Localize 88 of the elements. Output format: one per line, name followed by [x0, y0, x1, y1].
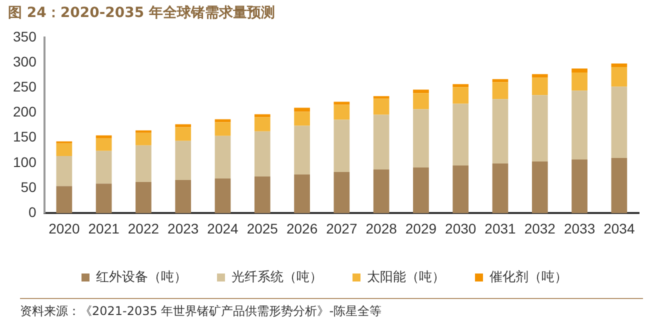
x-tick-label: 2024 — [207, 220, 239, 236]
bar — [136, 130, 152, 133]
bar — [611, 64, 628, 68]
bar — [532, 95, 548, 162]
bar — [96, 135, 112, 138]
bar — [254, 117, 270, 132]
y-tick-label: 50 — [20, 178, 37, 195]
y-tick-label: 300 — [13, 53, 37, 70]
bar — [96, 138, 112, 151]
bar — [334, 102, 350, 105]
y-tick-label: 150 — [13, 128, 37, 145]
bar — [492, 82, 508, 100]
y-tick-label: 100 — [13, 154, 37, 170]
bar — [334, 172, 350, 214]
bar — [96, 150, 112, 184]
bar — [136, 145, 152, 182]
bar — [96, 184, 112, 214]
bar — [373, 114, 390, 170]
bar — [136, 182, 152, 214]
bar — [175, 127, 192, 141]
text: 资料来源：《2021-2035 年世界锗矿产品供需形势分析》-陈星全等 — [20, 303, 382, 320]
x-tick-label: 2029 — [405, 220, 437, 236]
bar — [254, 131, 270, 177]
bar — [611, 67, 628, 87]
bar — [572, 72, 588, 91]
bar — [452, 84, 469, 88]
bar — [294, 112, 310, 126]
bar — [214, 178, 231, 214]
x-tick-label: 2026 — [286, 220, 318, 236]
bar — [532, 78, 548, 96]
bar — [56, 156, 72, 186]
x-tick-label: 2031 — [484, 220, 516, 236]
x-tick-label: 2023 — [168, 220, 199, 236]
bar — [611, 86, 628, 158]
bar — [294, 108, 310, 112]
bar — [452, 87, 469, 104]
bar — [532, 74, 548, 78]
bar — [294, 126, 310, 175]
y-tick-label: 0 — [28, 204, 37, 220]
y-tick-label: 350 — [13, 28, 37, 44]
x-tick-label: 2020 — [48, 220, 80, 236]
bar — [532, 161, 548, 214]
bar — [572, 159, 588, 214]
x-tick-label: 2022 — [128, 220, 160, 236]
bar — [611, 158, 628, 214]
bar — [56, 143, 72, 156]
bar — [373, 170, 390, 214]
bar — [413, 167, 429, 214]
legend-label: 太阳能（吨） — [367, 270, 445, 285]
bar — [214, 136, 231, 179]
bar — [452, 104, 469, 166]
y-tick-label: 250 — [13, 78, 37, 94]
bar — [214, 122, 231, 136]
bar — [413, 109, 429, 168]
bar — [334, 120, 350, 172]
x-tick-label: 2034 — [604, 220, 635, 236]
bar — [373, 96, 390, 99]
bar — [492, 163, 508, 214]
bar — [373, 98, 390, 115]
bar — [136, 132, 152, 146]
bar — [492, 79, 508, 82]
bar — [452, 165, 469, 214]
bar — [413, 90, 429, 94]
y-tick-label: 200 — [13, 104, 37, 120]
bar — [175, 124, 192, 128]
bar — [175, 180, 192, 214]
chart-title: 图 24：2020-2035 年全球锗需求量预测 — [8, 4, 275, 22]
bar — [175, 140, 192, 180]
legend-label: 催化剂（吨） — [490, 268, 568, 285]
x-tick-label: 2030 — [445, 220, 476, 236]
bar — [254, 114, 270, 118]
bar — [572, 90, 588, 160]
bar — [572, 68, 588, 73]
bar — [294, 174, 310, 214]
legend-label: 光纤系统（吨） — [232, 270, 322, 285]
bar — [254, 176, 270, 214]
x-tick-label: 2025 — [246, 220, 278, 236]
bar — [56, 186, 72, 214]
bar — [334, 104, 350, 120]
x-tick-label: 2021 — [88, 220, 120, 236]
legend-label: 红外设备（吨） — [96, 270, 187, 285]
bar — [413, 93, 429, 110]
x-tick-label: 2032 — [524, 220, 556, 236]
x-tick-label: 2027 — [326, 220, 358, 236]
bar — [214, 119, 231, 122]
x-tick-label: 2028 — [366, 220, 398, 236]
x-tick-label: 2033 — [564, 220, 596, 236]
bar — [492, 99, 508, 164]
